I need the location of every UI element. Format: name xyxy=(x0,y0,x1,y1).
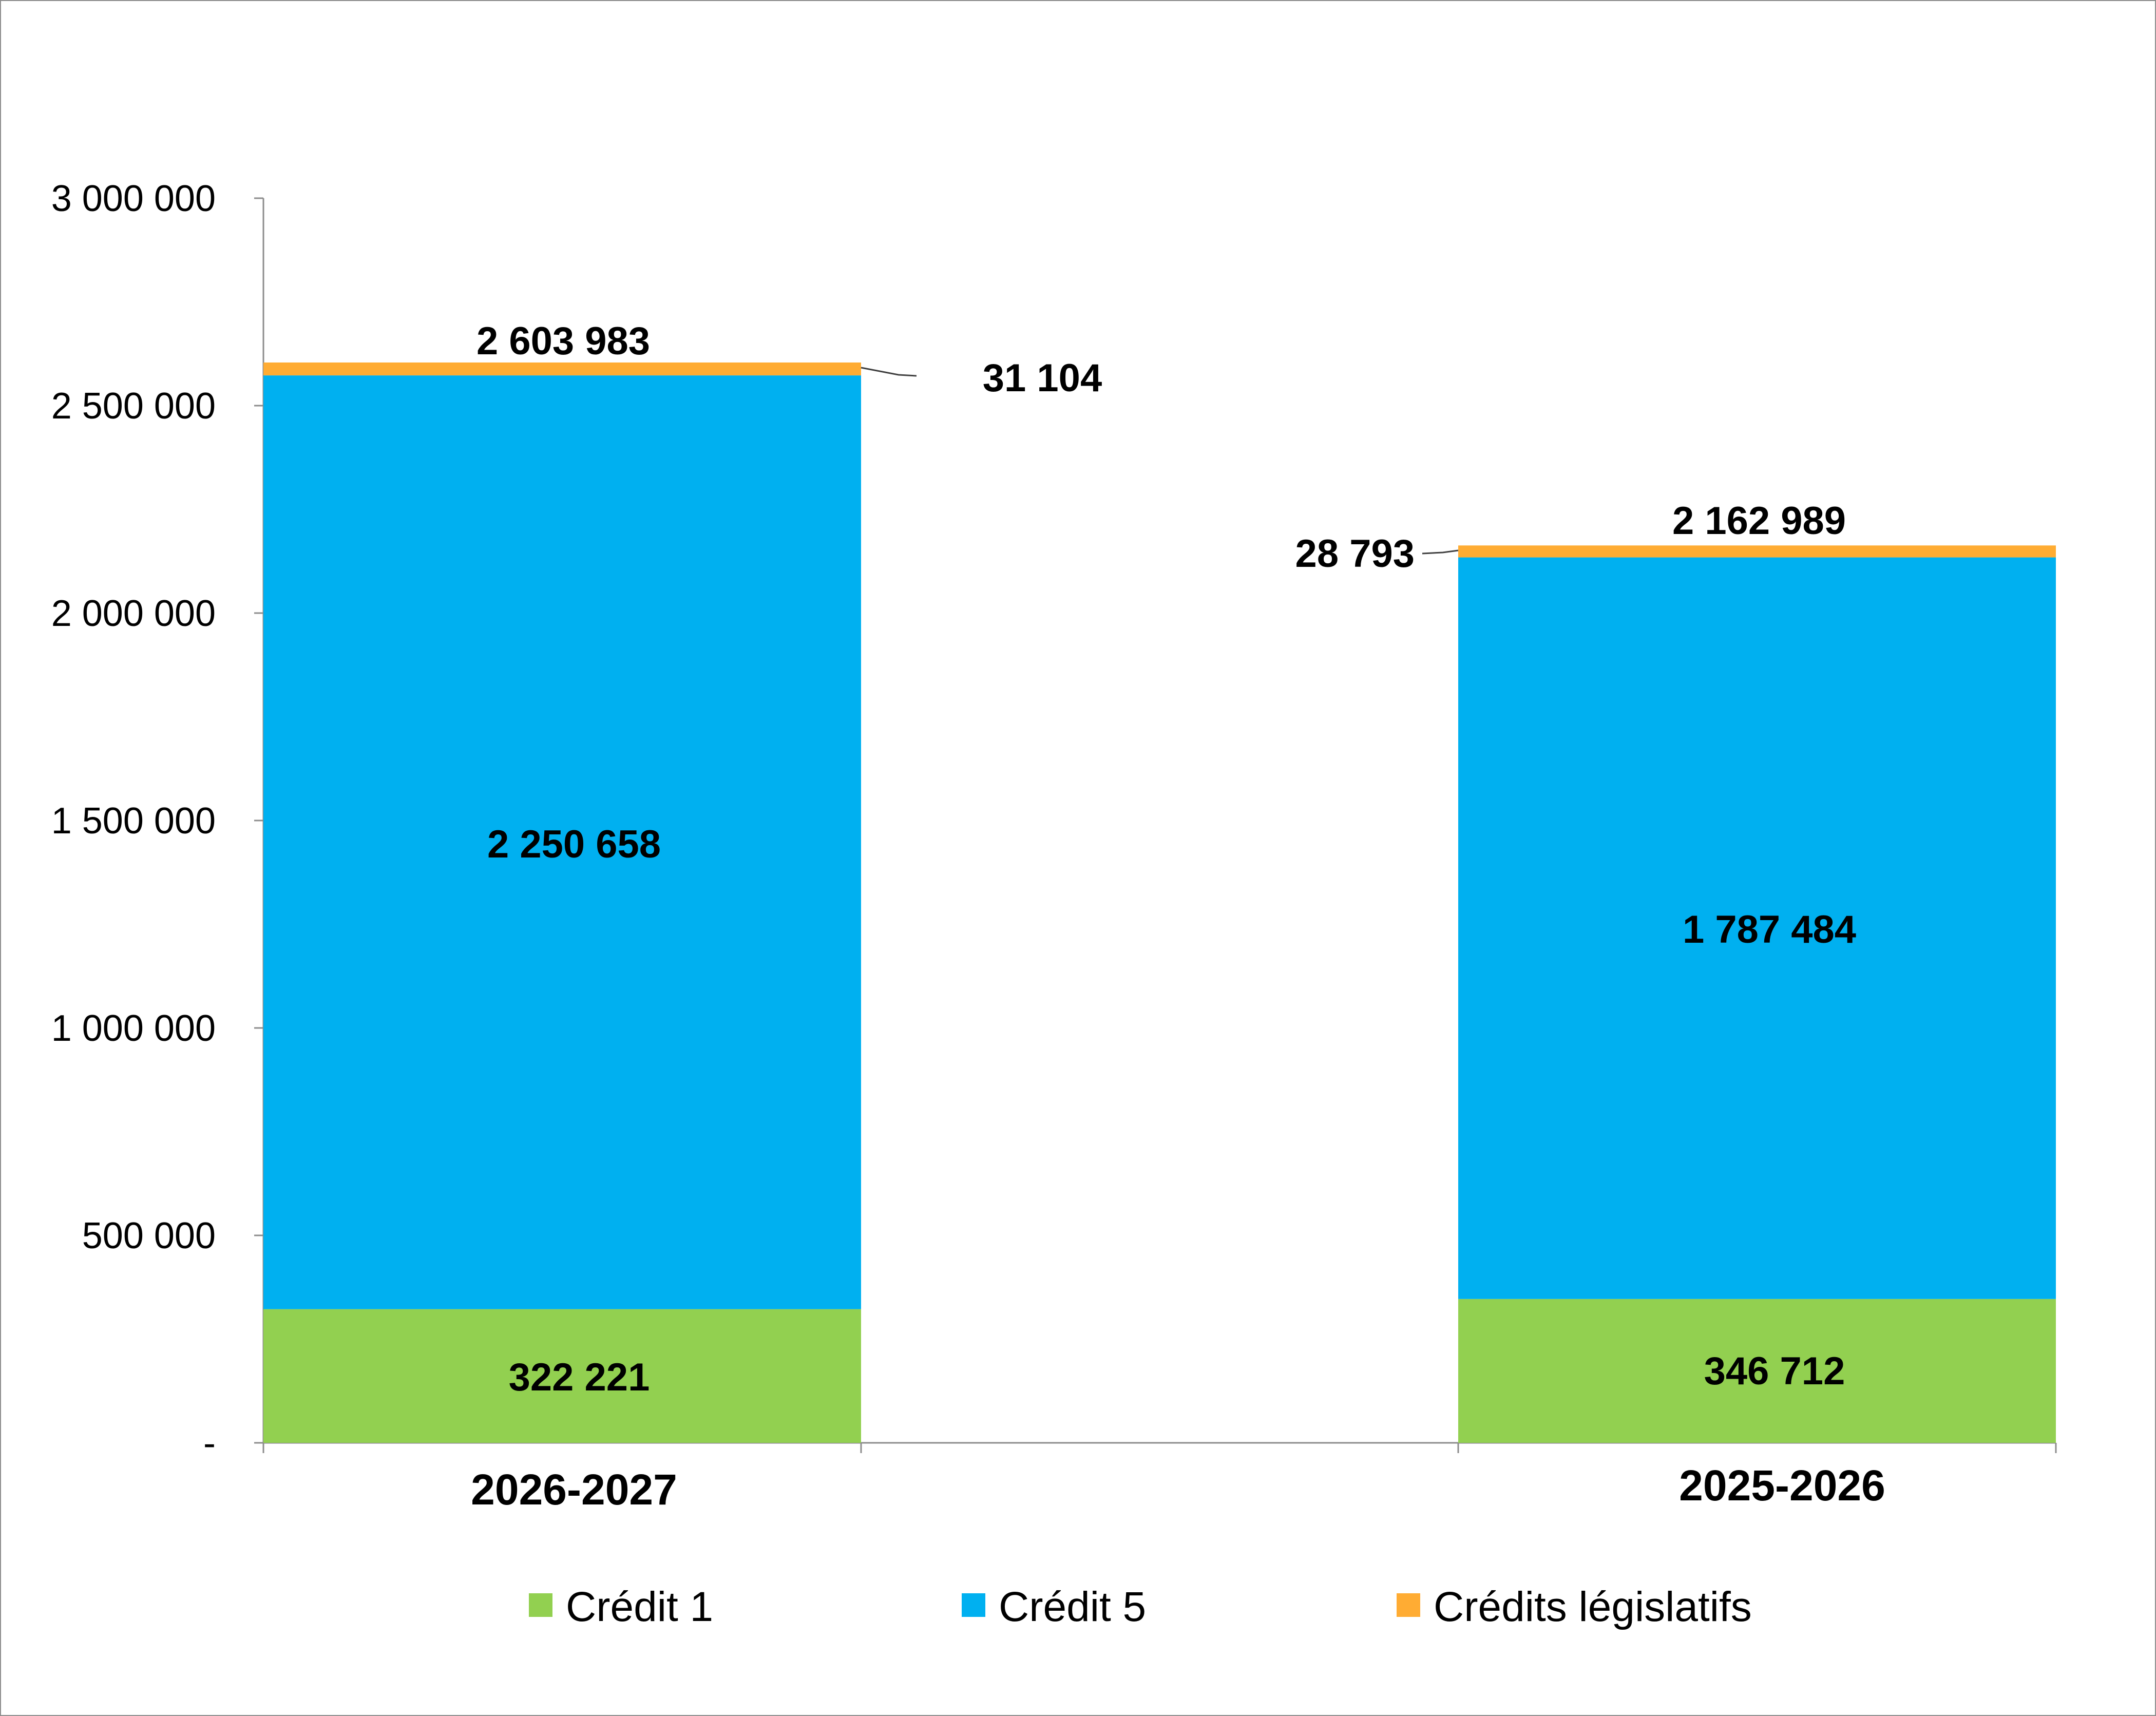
legend-label: Crédit 1 xyxy=(566,1584,713,1630)
y-tick-label: 1 500 000 xyxy=(51,800,216,842)
bar-segment xyxy=(263,1309,861,1443)
x-axis: 2026-2027 2025-2026 xyxy=(262,1442,2057,1514)
y-tick-label: 500 000 xyxy=(82,1215,216,1256)
bar-segment xyxy=(1458,557,2056,1299)
y-tick-label: 1 000 000 xyxy=(51,1008,216,1049)
legend-label: Crédit 5 xyxy=(999,1584,1146,1630)
legend-label: Crédits législatifs xyxy=(1434,1584,1752,1630)
leader-line xyxy=(861,367,917,377)
total-label: 2 162 989 xyxy=(1672,499,1846,543)
data-labels: 322 221 346 712 2 250 658 1 787 484 31 104 28… xyxy=(476,319,1856,1399)
data-label: 1 787 484 xyxy=(1683,908,1856,951)
legend-swatch xyxy=(529,1593,552,1617)
y-tick-label: - xyxy=(203,1423,216,1464)
data-label: 322 221 xyxy=(509,1356,650,1399)
x-category-label: 2026-2027 xyxy=(471,1465,677,1514)
y-tick-label: 3 000 000 xyxy=(51,178,216,219)
data-label: 2 250 658 xyxy=(487,823,661,866)
leader-line xyxy=(1422,549,1459,555)
legend: Crédit 1 Crédit 5 Crédits législatifs xyxy=(529,1584,1752,1630)
data-label: 346 712 xyxy=(1704,1349,1845,1393)
y-axis: - 500 000 1 000 000 1 500 000 2 000 000 2 500… xyxy=(51,178,264,1464)
bar-segment xyxy=(263,375,861,1309)
y-tick-label: 2 500 000 xyxy=(51,386,216,427)
data-label: 28 793 xyxy=(1295,532,1415,576)
y-tick-label: 2 000 000 xyxy=(51,593,216,634)
data-label: 31 104 xyxy=(983,356,1102,400)
bars xyxy=(263,362,2056,1443)
bar-segment xyxy=(1458,545,2056,558)
x-category-label: 2025-2026 xyxy=(1679,1461,1885,1510)
bar-segment xyxy=(263,362,861,376)
bar-segment xyxy=(1458,1299,2056,1443)
total-label: 2 603 983 xyxy=(476,319,650,363)
legend-swatch xyxy=(962,1593,985,1617)
legend-swatch xyxy=(1397,1593,1420,1617)
